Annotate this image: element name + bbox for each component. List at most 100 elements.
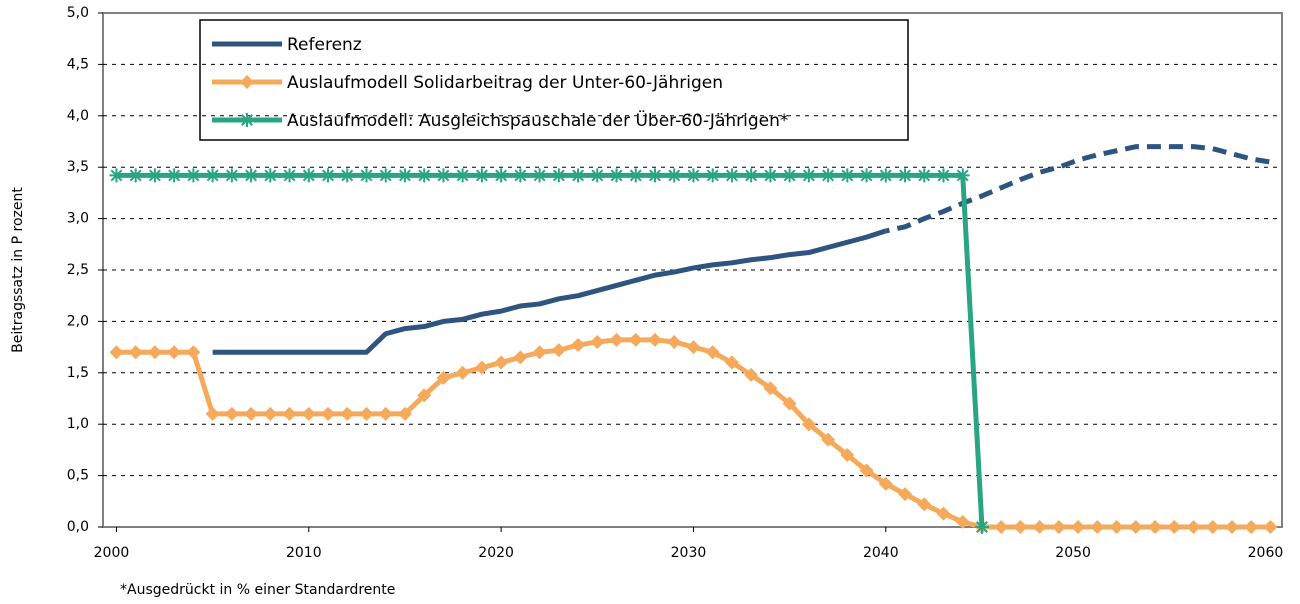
marker — [667, 334, 682, 349]
marker — [128, 168, 143, 183]
footnote: *Ausgedrückt in % einer Standardrente — [120, 582, 395, 598]
marker — [205, 168, 220, 183]
marker — [340, 406, 355, 421]
legend-label: Auslaufmodell Solidarbeitrag der Unter-6… — [287, 73, 723, 93]
marker — [898, 487, 913, 502]
marker — [282, 406, 297, 421]
marker — [1167, 520, 1182, 534]
marker — [417, 388, 432, 403]
marker — [109, 168, 124, 183]
marker — [321, 406, 336, 421]
legend-label: Auslaufmodell: Ausgleichspauschale der Ü… — [287, 109, 788, 131]
series-line — [116, 337, 1271, 530]
y-tick-label: 2,0 — [67, 313, 89, 329]
marker — [628, 332, 643, 347]
marker — [359, 168, 374, 183]
marker — [224, 168, 239, 183]
marker — [878, 168, 893, 183]
marker — [551, 343, 566, 358]
marker — [1186, 520, 1201, 534]
marker — [532, 168, 547, 183]
marker — [147, 345, 162, 360]
marker — [1205, 520, 1220, 534]
y-axis-label: Beitragssatz in P rozent — [10, 187, 26, 353]
marker — [763, 168, 778, 183]
marker — [455, 168, 470, 183]
marker — [1128, 520, 1143, 534]
marker — [321, 168, 336, 183]
marker — [1109, 520, 1124, 534]
x-tick-label: 2000 — [94, 545, 130, 561]
marker — [128, 345, 143, 360]
legend-marker — [240, 113, 254, 127]
marker — [1148, 520, 1163, 534]
marker — [590, 168, 605, 183]
marker — [244, 406, 259, 421]
marker — [474, 168, 489, 183]
marker — [821, 168, 836, 183]
x-tick-label: 2010 — [286, 545, 322, 561]
marker — [359, 406, 374, 421]
marker — [590, 334, 605, 349]
marker — [1013, 520, 1028, 534]
marker — [859, 463, 874, 478]
y-tick-label: 0,5 — [67, 468, 89, 484]
marker — [744, 168, 759, 183]
marker — [474, 360, 489, 375]
marker — [782, 396, 797, 411]
legend — [199, 19, 909, 141]
y-tick-label: 1,5 — [67, 365, 89, 381]
marker — [263, 168, 278, 183]
marker — [782, 168, 797, 183]
marker — [224, 406, 239, 421]
marker — [801, 168, 816, 183]
marker — [244, 168, 259, 183]
marker — [859, 168, 874, 183]
y-tick-label: 5,0 — [67, 5, 89, 21]
marker — [494, 168, 509, 183]
marker — [955, 514, 970, 529]
marker — [282, 168, 297, 183]
series-line-projection — [885, 144, 1271, 234]
marker — [1032, 520, 1047, 534]
marker — [378, 406, 393, 421]
x-tick-label: 2030 — [671, 545, 707, 561]
marker — [840, 168, 855, 183]
marker — [647, 168, 662, 183]
marker — [763, 381, 778, 396]
marker — [263, 406, 278, 421]
marker — [436, 370, 451, 385]
marker — [609, 168, 624, 183]
marker — [724, 168, 739, 183]
marker — [301, 168, 316, 183]
marker — [936, 168, 951, 183]
y-tick-label: 0,0 — [67, 519, 89, 535]
x-tick-label: 2050 — [1055, 545, 1091, 561]
series-line — [116, 172, 985, 528]
y-tick-label: 2,5 — [67, 262, 89, 278]
marker — [571, 168, 586, 183]
marker — [167, 345, 182, 360]
marker — [186, 168, 201, 183]
marker — [397, 168, 412, 183]
marker — [917, 497, 932, 512]
x-tick-label: 2060 — [1248, 545, 1284, 561]
legend-marker — [240, 75, 254, 89]
marker — [705, 168, 720, 183]
marker — [186, 345, 201, 360]
marker — [455, 365, 470, 380]
marker — [571, 338, 586, 353]
marker — [955, 168, 970, 183]
marker — [513, 168, 528, 183]
marker — [1051, 520, 1066, 534]
y-tick-label: 3,5 — [67, 159, 89, 175]
marker — [647, 332, 662, 347]
marker — [801, 417, 816, 432]
marker — [936, 506, 951, 521]
marker — [551, 168, 566, 183]
series-line — [212, 228, 886, 355]
legend-label: Referenz — [287, 35, 362, 55]
marker — [628, 168, 643, 183]
marker — [705, 345, 720, 360]
